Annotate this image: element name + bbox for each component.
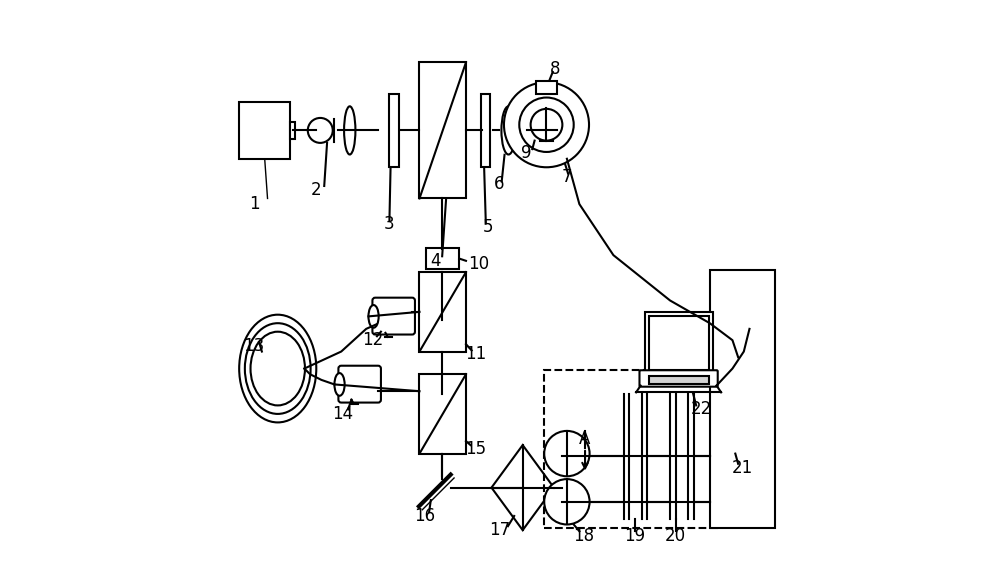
Circle shape xyxy=(308,118,333,143)
Text: 21: 21 xyxy=(732,459,753,477)
Bar xyxy=(290,122,295,139)
Bar xyxy=(645,312,713,374)
Text: 11: 11 xyxy=(466,345,487,363)
Text: 3: 3 xyxy=(384,215,395,233)
Bar xyxy=(426,248,459,269)
Bar xyxy=(544,370,717,528)
Text: 20: 20 xyxy=(665,527,686,545)
Bar xyxy=(419,374,466,454)
Text: 19: 19 xyxy=(624,527,646,545)
Text: 9: 9 xyxy=(521,144,531,162)
Ellipse shape xyxy=(344,107,355,155)
Text: 12: 12 xyxy=(362,331,383,349)
Bar xyxy=(389,94,399,167)
Circle shape xyxy=(544,431,590,476)
Text: 2: 2 xyxy=(310,181,321,199)
Text: 18: 18 xyxy=(573,527,594,545)
Text: 1: 1 xyxy=(249,195,260,213)
Text: 15: 15 xyxy=(466,440,487,458)
FancyBboxPatch shape xyxy=(372,298,415,335)
FancyBboxPatch shape xyxy=(639,370,718,387)
Circle shape xyxy=(504,82,589,167)
Bar xyxy=(649,376,709,384)
Circle shape xyxy=(531,109,562,141)
Bar xyxy=(710,270,775,528)
Text: 5: 5 xyxy=(482,218,493,236)
Text: 16: 16 xyxy=(415,507,436,525)
Text: 14: 14 xyxy=(332,405,353,423)
Bar xyxy=(536,81,557,94)
Text: 8: 8 xyxy=(550,60,561,78)
Bar xyxy=(649,316,709,370)
Text: 10: 10 xyxy=(468,255,489,273)
Text: 17: 17 xyxy=(489,521,511,539)
Text: 22: 22 xyxy=(691,400,712,418)
Text: 4: 4 xyxy=(431,252,441,270)
FancyBboxPatch shape xyxy=(338,366,381,403)
Bar xyxy=(419,62,466,198)
Circle shape xyxy=(544,479,590,524)
Ellipse shape xyxy=(334,373,345,396)
Text: A: A xyxy=(579,430,591,448)
Bar xyxy=(481,94,490,167)
Polygon shape xyxy=(491,445,554,530)
Bar xyxy=(239,102,290,159)
Text: 6: 6 xyxy=(494,175,504,193)
Text: 7: 7 xyxy=(562,168,572,186)
Ellipse shape xyxy=(368,305,379,328)
Text: 13: 13 xyxy=(243,337,264,355)
Bar xyxy=(419,272,466,352)
Ellipse shape xyxy=(501,107,516,155)
